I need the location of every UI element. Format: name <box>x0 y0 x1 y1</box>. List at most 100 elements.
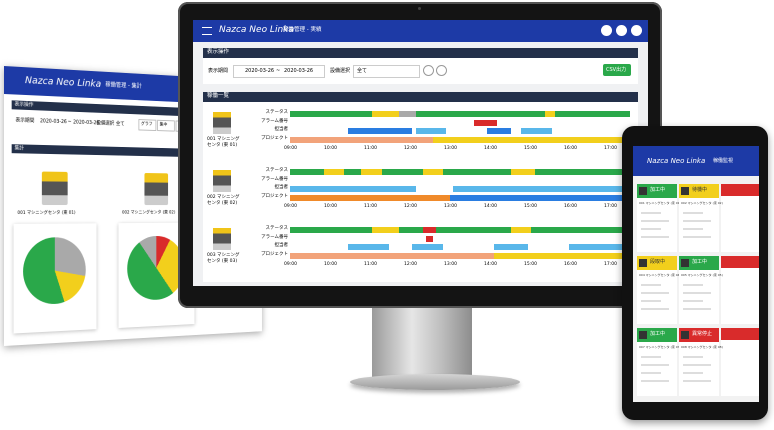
timeline-segment <box>426 235 433 242</box>
time-tick-label: 10:00 <box>324 146 337 151</box>
machine-name: 003 マシニング <box>207 253 240 258</box>
status-tile[interactable]: 異常停止 008 マシニングセンタ (東 08) <box>679 328 723 396</box>
timeline-segment <box>290 186 416 192</box>
machine-name: センタ (東 02) <box>207 201 238 206</box>
timeline-segment <box>511 227 532 233</box>
icon-button[interactable] <box>616 25 627 36</box>
date-to: 2020-03-26 <box>284 68 314 74</box>
detail-line <box>683 236 711 238</box>
timeline-segment <box>473 119 498 126</box>
timeline-segment <box>422 227 437 233</box>
timeline-segment <box>371 227 399 233</box>
page-title: 稼働管理 - 集計 <box>105 81 142 90</box>
detail-line <box>641 300 661 302</box>
detail-line <box>641 308 669 310</box>
button-label: 集中 <box>159 122 168 128</box>
time-tick-label: 11:00 <box>364 146 377 151</box>
timeline-segment <box>521 128 552 134</box>
detail-line <box>641 372 661 374</box>
time-tick-label: 12:00 <box>404 204 417 209</box>
time-tick-label: 10:00 <box>324 262 337 267</box>
status-label: 段取中 <box>650 259 666 265</box>
timeline-segment <box>415 111 545 117</box>
status-tile[interactable]: 待機中 002 マシニングセンタ (東 02) <box>679 184 723 252</box>
camera <box>418 7 421 10</box>
detail-line <box>641 236 669 238</box>
row-label: アラーム番号 <box>261 118 288 124</box>
status-label: 加工中 <box>650 331 666 337</box>
equipment-label: 設備選択 <box>330 68 351 74</box>
time-tick-label: 15:00 <box>524 146 537 151</box>
machine-icon <box>681 187 689 195</box>
timeline-segment <box>347 244 389 250</box>
row-label: 担当者 <box>274 243 289 248</box>
icon-button[interactable] <box>601 25 612 36</box>
equipment-value: 全て <box>115 121 125 128</box>
period-label: 表示期間 <box>15 117 35 125</box>
machine-name: 001 マシニング <box>207 137 240 142</box>
time-tick-label: 14:00 <box>484 146 497 151</box>
monitor-stand-base <box>350 374 520 390</box>
status-band <box>637 184 677 198</box>
time-tick-label: 11:00 <box>364 204 377 209</box>
timeline-segment <box>324 169 345 175</box>
status-tile[interactable]: 加工中 005 マシニングセンタ (東 05) <box>679 256 723 324</box>
date-field[interactable] <box>233 65 325 78</box>
time-tick-label: 17:00 <box>604 262 617 267</box>
status-label: 異常停止 <box>692 331 713 337</box>
detail-line <box>683 356 703 358</box>
time-tick-label: 12:00 <box>404 262 417 267</box>
monitor-stand-neck <box>372 306 472 380</box>
header-bar: Nazca Neo Linka 稼働監視 <box>633 146 759 176</box>
time-tick-label: 14:00 <box>484 262 497 267</box>
time-tick-label: 17:00 <box>604 146 617 151</box>
machine-icon <box>681 259 689 267</box>
detail-line <box>683 212 703 214</box>
machine-icon <box>639 259 647 267</box>
row-label: プロジェクト <box>261 193 288 199</box>
status-tile[interactable]: 加工中 001 マシニングセンタ (東 01) <box>637 184 681 252</box>
machine-name: 004 マシニングセンタ (東 04) <box>639 273 681 277</box>
zoom-button[interactable] <box>423 65 434 76</box>
timeline-segment <box>290 169 324 175</box>
equipment-select[interactable] <box>353 65 420 78</box>
zoom-button[interactable] <box>436 65 447 76</box>
timeline-segment <box>398 111 416 117</box>
time-tick-label: 16:00 <box>564 262 577 267</box>
filter-button[interactable]: グラフ <box>138 119 157 131</box>
detail-line <box>683 228 703 230</box>
time-tick-label: 13:00 <box>444 262 457 267</box>
tilde: ~ <box>67 119 72 126</box>
filter-button[interactable]: 集中 <box>157 119 175 132</box>
timeline-segment <box>290 194 450 201</box>
status-tile[interactable]: 段取中 004 マシニングセンタ (東 04) <box>637 256 681 324</box>
menu-icon[interactable] <box>202 27 212 35</box>
time-tick-label: 13:00 <box>444 146 457 151</box>
status-band <box>679 256 719 270</box>
timeline-segment <box>344 169 362 175</box>
icon-button[interactable] <box>631 25 642 36</box>
timeline-segment <box>347 128 413 134</box>
time-tick-label: 09:00 <box>284 204 297 209</box>
timeline-segment <box>511 169 535 175</box>
csv-button[interactable]: CSV出力 <box>603 64 631 76</box>
machine-name: 002 マシニングセンタ (東 02) <box>122 210 176 216</box>
detail-line <box>683 300 703 302</box>
machine-name: センタ (東 03) <box>207 259 238 264</box>
timeline-segment <box>398 227 423 233</box>
detail-line <box>641 220 669 222</box>
status-tile[interactable]: 加工中 007 マシニングセンタ (東 07) <box>637 328 681 396</box>
status-label: 待機中 <box>692 187 708 193</box>
date-to: 2020-03-26 <box>73 119 100 127</box>
detail-line <box>683 380 711 382</box>
detail-line <box>641 212 661 214</box>
status-label: 加工中 <box>692 259 708 265</box>
time-tick-label: 17:00 <box>604 204 617 209</box>
machine-name: 002 マシニングセンタ (東 02) <box>681 201 723 205</box>
timeline-segment <box>412 244 443 250</box>
section-title: 表示操作 <box>14 101 34 109</box>
list-panel: 稼働一覧 001 マシニング センタ (東 01) ステータス アラーム番号 担当者 プロ… <box>203 92 638 282</box>
timeline-segment <box>432 136 630 143</box>
machine-image <box>144 173 169 206</box>
